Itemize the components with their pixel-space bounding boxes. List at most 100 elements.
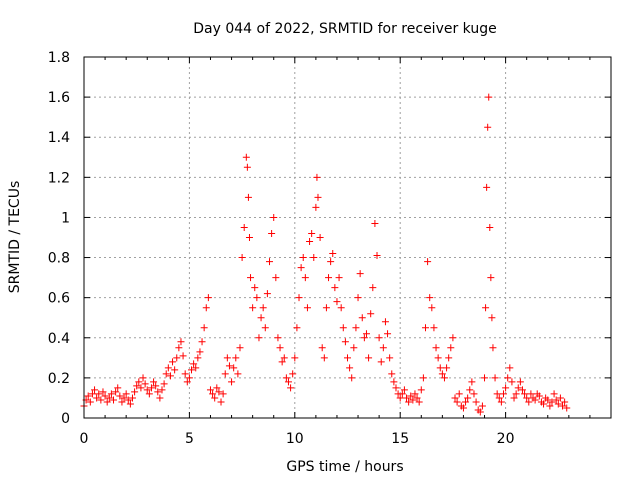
data-point-marker (554, 400, 562, 408)
data-point-marker (445, 354, 453, 362)
data-point-marker (329, 250, 337, 258)
data-point-marker (209, 390, 217, 398)
data-point-marker (272, 274, 280, 282)
data-point-marker (107, 390, 115, 398)
data-point-marker (97, 396, 105, 404)
data-point-marker (84, 392, 92, 400)
data-point-marker (175, 344, 183, 352)
data-point-marker (438, 370, 446, 378)
data-point-marker (563, 404, 571, 412)
y-tick-label: 0.8 (48, 251, 70, 267)
data-point-marker (409, 396, 417, 404)
x-tick-label: 5 (185, 431, 194, 447)
data-point-marker (470, 390, 478, 398)
data-point-marker (261, 324, 269, 332)
data-point-marker (481, 374, 489, 382)
data-point-marker (280, 354, 288, 362)
data-point-marker (550, 390, 558, 398)
data-point-marker (413, 394, 421, 402)
data-point-marker (101, 392, 109, 400)
data-point-marker (131, 388, 139, 396)
data-point-marker (200, 324, 208, 332)
data-point-marker (386, 354, 394, 362)
data-point-marker (346, 364, 354, 372)
data-point-marker (263, 290, 271, 298)
data-point-marker (322, 304, 330, 312)
data-point-marker (169, 358, 177, 366)
data-point-marker (504, 374, 512, 382)
data-point-marker (183, 378, 191, 386)
data-point-marker (339, 324, 347, 332)
data-point-marker (546, 402, 554, 410)
data-point-marker (124, 396, 132, 404)
data-point-marker (240, 223, 248, 231)
data-point-marker (88, 390, 96, 398)
data-point-marker (371, 219, 379, 227)
data-point-marker (531, 396, 539, 404)
data-point-marker (249, 304, 257, 312)
data-point-marker (523, 394, 531, 402)
data-point-marker (396, 394, 404, 402)
y-tick-label: 0.6 (48, 291, 70, 307)
data-point-marker (388, 370, 396, 378)
data-point-marker (508, 378, 516, 386)
data-point-marker (512, 390, 520, 398)
data-point-marker (521, 390, 529, 398)
data-point-marker (540, 400, 548, 408)
data-point-marker (466, 386, 474, 394)
data-point-marker (211, 394, 219, 402)
x-axis-label: GPS time / hours (286, 459, 403, 475)
data-point-marker (118, 398, 126, 406)
data-point-marker (270, 213, 278, 221)
data-point-marker (308, 229, 316, 237)
chart-title: Day 044 of 2022, SRMTID for receiver kug… (193, 21, 496, 37)
data-point-marker (228, 378, 236, 386)
y-tick-label: 1.6 (48, 90, 70, 106)
data-point-marker (173, 354, 181, 362)
data-point-marker (476, 408, 484, 416)
data-point-marker (527, 390, 535, 398)
data-point-marker (354, 294, 362, 302)
data-point-marker (194, 354, 202, 362)
data-point-marker (204, 294, 212, 302)
data-point-marker (274, 334, 282, 342)
data-point-marker (493, 390, 501, 398)
data-point-marker (447, 344, 455, 352)
data-point-marker (472, 398, 480, 406)
data-point-marker (192, 364, 200, 372)
data-point-marker (95, 390, 103, 398)
data-point-marker (506, 364, 514, 372)
data-point-marker (198, 338, 206, 346)
data-point-marker (120, 394, 128, 402)
data-point-marker (518, 386, 526, 394)
x-tick-label: 20 (497, 431, 515, 447)
data-point-marker (497, 398, 505, 406)
data-point-marker (230, 364, 238, 372)
data-point-marker (484, 123, 492, 131)
data-point-marker (147, 384, 155, 392)
data-point-marker (154, 388, 162, 396)
data-point-marker (331, 284, 339, 292)
data-point-marker (236, 344, 244, 352)
data-point-marker (289, 370, 297, 378)
data-point-marker (219, 390, 227, 398)
data-point-marker (344, 354, 351, 362)
y-tick-labels: 0 0.2 0.4 0.6 0.8 1 1.2 1.4 1.6 1.8 (48, 50, 70, 427)
data-point-marker (126, 400, 134, 408)
data-point-marker (502, 384, 510, 392)
data-point-marker (411, 390, 419, 398)
data-points (80, 93, 571, 416)
data-point-marker (243, 163, 251, 171)
data-point-marker (430, 324, 438, 332)
x-tick-label: 15 (391, 431, 409, 447)
y-tick-label: 1.2 (48, 170, 70, 186)
data-point-marker (455, 390, 463, 398)
data-point-marker (287, 384, 295, 392)
axis-ticks (83, 56, 611, 419)
data-point-marker (244, 193, 252, 201)
data-point-marker (303, 304, 311, 312)
plot-frame (83, 56, 612, 419)
data-point-marker (381, 318, 389, 326)
data-point-marker (407, 392, 415, 400)
data-point-marker (432, 344, 440, 352)
